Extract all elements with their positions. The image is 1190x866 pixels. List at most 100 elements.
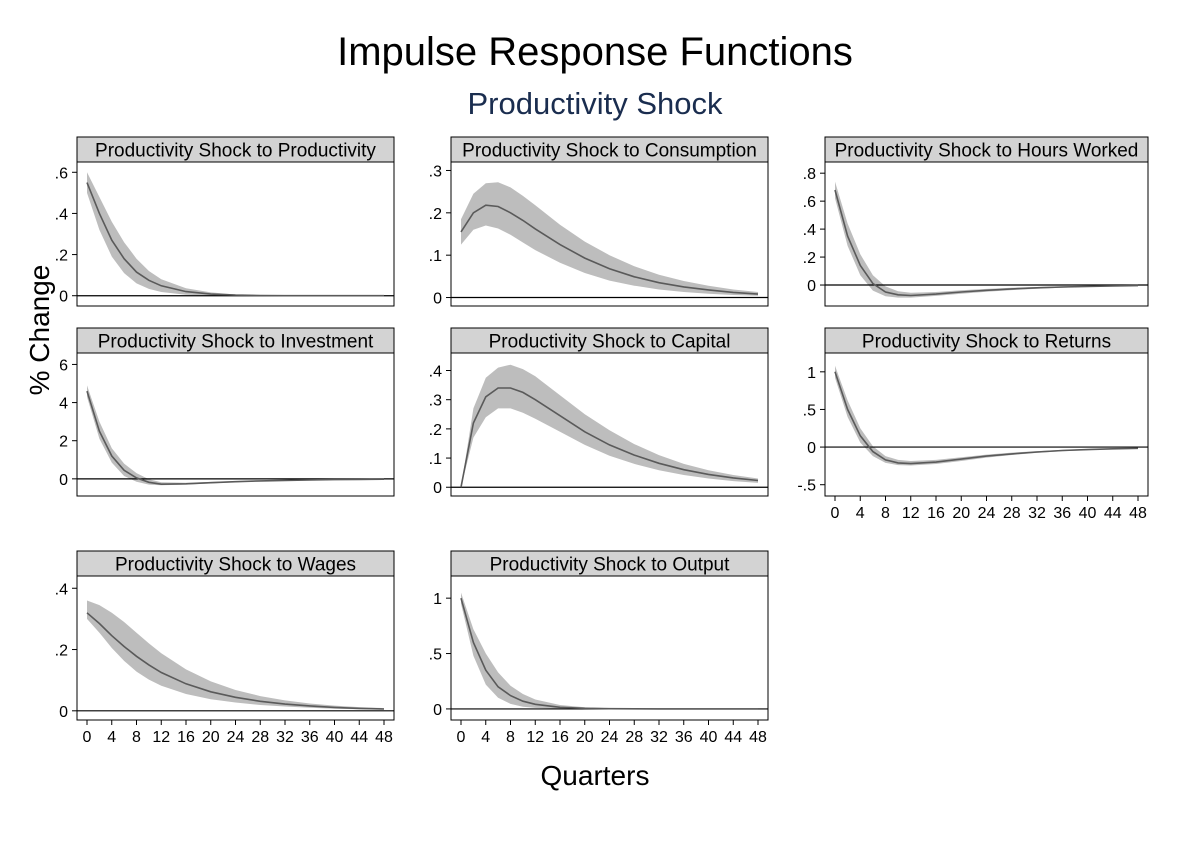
panel-title: Productivity Shock to Consumption [462, 141, 757, 162]
panel-strip [450, 327, 769, 354]
y-tick-label: .2 [55, 248, 68, 265]
x-tick-label: 12 [152, 729, 170, 746]
x-tick-label: 0 [457, 729, 466, 746]
irf-line [86, 182, 384, 297]
y-tick-label: .4 [429, 364, 442, 381]
y-tick-label: .2 [429, 422, 442, 439]
x-tick-label: 28 [251, 729, 269, 746]
plot-area [76, 161, 395, 307]
x-tick-label: 44 [724, 729, 742, 746]
y-tick-label: .2 [429, 206, 442, 223]
y-tick-label: .8 [803, 166, 816, 183]
figure-subtitle: Productivity Shock [467, 86, 723, 121]
x-tick-label: 16 [927, 505, 945, 522]
x-tick-label: 36 [1053, 505, 1071, 522]
x-tick-label: 44 [350, 729, 368, 746]
x-tick-label: 40 [326, 729, 344, 746]
plot-area [824, 352, 1149, 497]
y-tick-label: 0 [433, 291, 442, 308]
y-tick-label: .3 [429, 163, 442, 180]
x-tick-label: 32 [276, 729, 294, 746]
y-tick-label: 0 [433, 480, 442, 497]
panel-strip [824, 136, 1149, 163]
y-tick-label: .2 [803, 250, 816, 267]
panel-title: Productivity Shock to Returns [862, 332, 1111, 353]
x-tick-label: 28 [1003, 505, 1021, 522]
x-tick-label: 20 [952, 505, 970, 522]
y-tick-label: 0 [807, 440, 816, 457]
y-tick-label: .6 [803, 194, 816, 211]
y-tick-label: 2 [59, 434, 68, 451]
y-tick-label: .4 [55, 581, 68, 598]
y-tick-label: 0 [433, 702, 442, 719]
y-tick-label: 0 [807, 278, 816, 295]
panel-strip [76, 327, 395, 354]
x-axis-label: Quarters [540, 760, 650, 791]
x-tick-label: 4 [107, 729, 116, 746]
y-tick-label: 6 [59, 357, 68, 374]
x-tick-label: 4 [481, 729, 490, 746]
y-tick-label: 0 [59, 289, 68, 306]
irf-line [460, 387, 759, 488]
y-tick-label: .1 [429, 248, 442, 265]
x-tick-label: 32 [1028, 505, 1046, 522]
irf-line [460, 204, 759, 295]
x-tick-label: 0 [83, 729, 92, 746]
x-tick-label: 24 [978, 505, 996, 522]
panel-1: Productivity Shock to Productivity 0 .2 .4.… [55, 136, 395, 307]
y-tick-label: .4 [803, 222, 816, 239]
panel-title: Productivity Shock to Capital [489, 332, 731, 353]
figure-title: Impulse Response Functions [337, 30, 853, 74]
x-tick-label: 24 [227, 729, 245, 746]
x-tick-label: 12 [902, 505, 920, 522]
panel-7: Productivity Shock to Wages 0 .2 .4 0 4 8 12 16 2… [55, 550, 395, 746]
y-tick-label: 0 [59, 704, 68, 721]
panel-strip [76, 136, 395, 163]
x-tick-label: 40 [1079, 505, 1097, 522]
panel-6: Productivity Shock to Returns-.50.510 4 8 1… [797, 327, 1149, 522]
confidence-band [461, 182, 758, 296]
y-tick-label: 0 [59, 472, 68, 489]
panel-title: Productivity Shock to Wages [115, 555, 356, 576]
panel-3: Productivity Shock to Hours Worked 0 .2 .4.… [803, 136, 1149, 307]
x-tick-label: 8 [506, 729, 515, 746]
y-tick-label: .2 [55, 643, 68, 660]
x-tick-label: 4 [856, 505, 865, 522]
panel-title: Productivity Shock to Investment [98, 332, 374, 353]
confidence-band [87, 600, 384, 710]
irf-line [834, 371, 1139, 465]
y-tick-label: -.5 [797, 478, 816, 495]
y-tick-label: .5 [803, 402, 816, 419]
y-tick-label: 4 [59, 396, 68, 413]
x-tick-label: 36 [675, 729, 693, 746]
x-tick-label: 8 [881, 505, 890, 522]
y-tick-label: .6 [55, 165, 68, 182]
panel-title: Productivity Shock to Output [490, 555, 730, 576]
x-tick-label: 0 [831, 505, 840, 522]
irf-line [86, 612, 385, 710]
irf-line [460, 597, 758, 710]
x-tick-label: 20 [202, 729, 220, 746]
x-tick-label: 28 [625, 729, 643, 746]
plot-area [450, 575, 769, 721]
x-tick-label: 44 [1104, 505, 1122, 522]
panel-5: Productivity Shock to Capital 0 .1 .2 .3 .4 [429, 327, 769, 497]
panel-4: Productivity Shock to Investment 0 2 4 6 [59, 327, 395, 497]
panel-2: Productivity Shock to Consumption 0 .1 .2 .3 [429, 136, 769, 308]
panel-title: Productivity Shock to Hours Worked [835, 141, 1139, 162]
y-tick-label: .5 [429, 647, 442, 664]
x-tick-label: 20 [576, 729, 594, 746]
x-tick-label: 40 [700, 729, 718, 746]
x-tick-label: 24 [601, 729, 619, 746]
x-tick-label: 48 [375, 729, 393, 746]
x-tick-label: 36 [301, 729, 319, 746]
x-tick-label: 16 [177, 729, 195, 746]
x-tick-label: 48 [1129, 505, 1147, 522]
x-tick-label: 48 [749, 729, 767, 746]
panel-strip [824, 327, 1149, 354]
irf-line [834, 189, 1139, 297]
panel-strip [450, 136, 769, 163]
